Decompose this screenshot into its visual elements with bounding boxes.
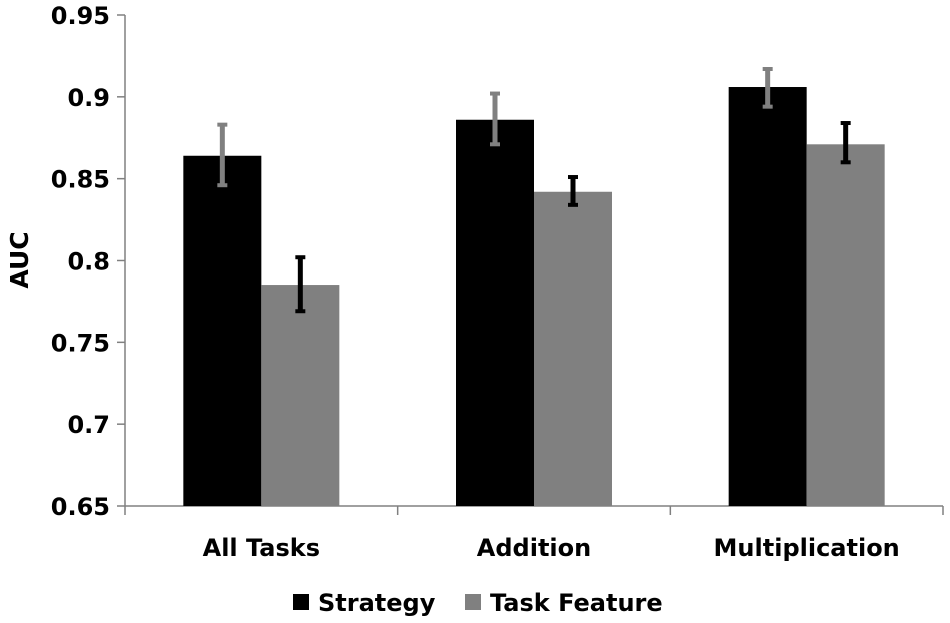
bar	[728, 87, 807, 506]
y-tick-label: 0.65	[51, 493, 110, 521]
x-tick-label: Addition	[477, 534, 591, 562]
y-tick-label: 0.75	[51, 329, 110, 357]
x-tick-label: Multiplication	[714, 534, 900, 562]
bar	[261, 285, 340, 506]
plot-area: 0.65 0.7 0.75 0.8 0.85 0.9 0.95 All Tasks Additi…	[51, 2, 944, 562]
bar	[534, 191, 612, 506]
bar	[806, 144, 885, 506]
x-tick-label: All Tasks	[203, 534, 320, 562]
legend-swatch	[465, 594, 481, 610]
legend-label: Strategy	[318, 589, 436, 617]
bar	[456, 119, 534, 506]
legend-swatch	[293, 594, 309, 610]
legend-label: Task Feature	[490, 589, 663, 617]
y-tick-label: 0.95	[51, 2, 110, 30]
y-tick-label: 0.9	[67, 84, 110, 112]
y-tick-label: 0.7	[67, 411, 110, 439]
bar	[183, 155, 262, 506]
y-axis-label: AUC	[5, 231, 34, 288]
y-tick-label: 0.8	[67, 248, 110, 276]
legend: Strategy Task Feature	[293, 589, 663, 617]
y-tick-label: 0.85	[51, 166, 110, 194]
